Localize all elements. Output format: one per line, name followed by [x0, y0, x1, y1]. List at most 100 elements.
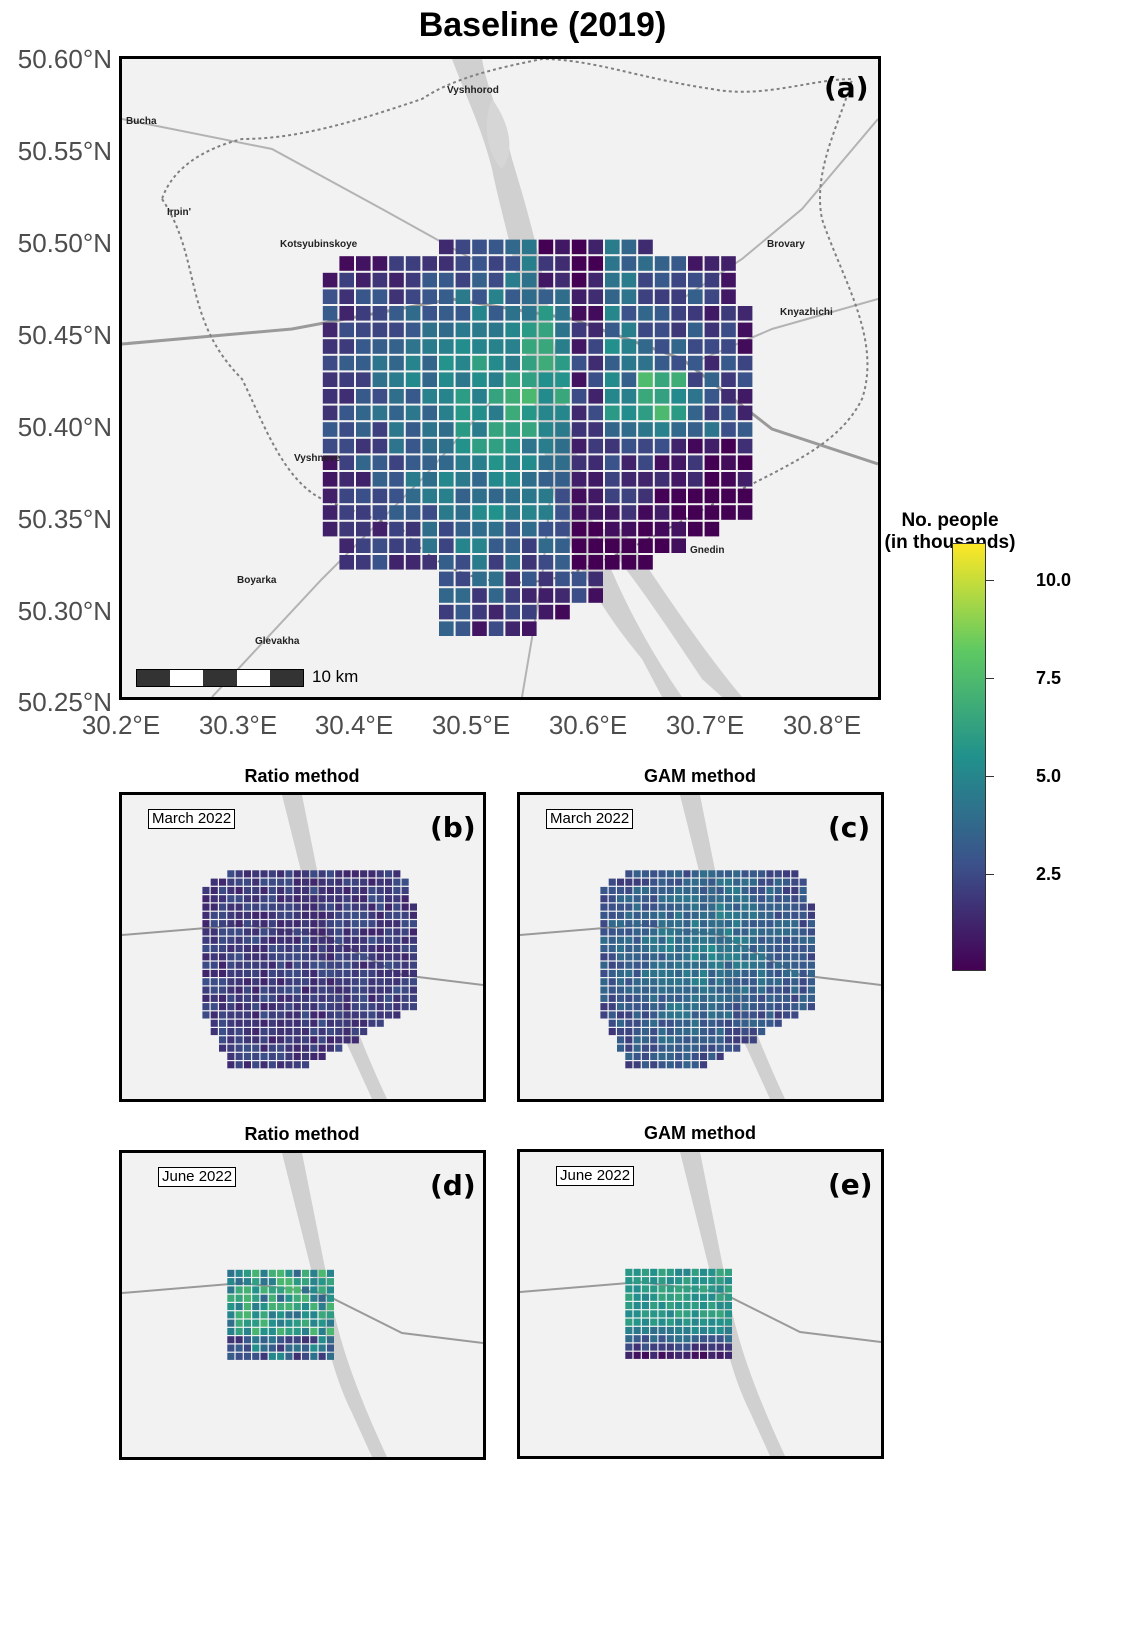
grid-cell	[405, 538, 421, 553]
grid-cell	[654, 306, 670, 321]
grid-cell	[472, 555, 487, 570]
grid-cell	[335, 903, 343, 911]
grid-cell	[716, 961, 724, 969]
grid-cell	[505, 272, 520, 288]
grid-cell	[252, 1052, 260, 1060]
grid-cell	[322, 306, 338, 321]
grid-cell	[235, 1294, 243, 1302]
grid-cell	[708, 870, 716, 878]
grid-cell	[633, 969, 641, 977]
grid-cell	[385, 928, 393, 936]
grid-cell	[455, 389, 471, 404]
grid-cell	[716, 1011, 724, 1019]
grid-cell	[633, 870, 641, 878]
grid-cell	[633, 928, 641, 936]
grid-cell	[700, 1310, 708, 1318]
grid-cell	[658, 911, 666, 919]
grid-cell	[733, 1036, 741, 1044]
grid-cell	[235, 895, 243, 903]
grid-cell	[310, 1019, 318, 1027]
grid-cell	[243, 1303, 251, 1311]
grid-cell	[343, 911, 351, 919]
grid-cell	[638, 239, 653, 255]
grid-cell	[555, 571, 570, 587]
grid-cell	[326, 1269, 334, 1277]
grid-cell	[683, 920, 691, 928]
grid-cell	[360, 1003, 368, 1011]
grid-cell	[538, 306, 554, 321]
grid-cell	[393, 961, 401, 969]
grid-cell	[302, 953, 310, 961]
grid-cell	[666, 1318, 674, 1326]
grid-cell	[666, 1285, 674, 1293]
grid-cell	[741, 1019, 749, 1027]
grid-cell	[741, 886, 749, 894]
grid-cell	[368, 920, 376, 928]
grid-cell	[650, 953, 658, 961]
grid-cell	[700, 928, 708, 936]
grid-cell	[724, 886, 732, 894]
grid-cell	[227, 928, 235, 936]
grid-cell	[376, 920, 384, 928]
grid-cell	[318, 1294, 326, 1302]
main-title: Baseline (2019)	[418, 6, 667, 44]
grid-cell	[339, 422, 354, 437]
grid-cell	[538, 438, 554, 454]
grid-cell	[260, 1028, 268, 1036]
grid-cell	[600, 920, 608, 928]
panel-letter: (d)	[430, 1169, 476, 1202]
grid-cell	[252, 1319, 260, 1327]
grid-cell	[691, 920, 699, 928]
grid-cell	[243, 1061, 251, 1069]
grid-cell	[724, 1351, 732, 1359]
grid-cell	[385, 895, 393, 903]
grid-cell	[688, 422, 703, 437]
grid-cell	[393, 886, 401, 894]
grid-cell	[505, 571, 520, 587]
grid-cell	[708, 1351, 716, 1359]
grid-cell	[641, 1003, 649, 1011]
basemap	[122, 1153, 483, 1457]
grid-cell	[700, 920, 708, 928]
grid-cell	[571, 239, 587, 255]
grid-cell	[766, 928, 774, 936]
grid-cell	[641, 986, 649, 994]
grid-cell	[277, 953, 285, 961]
grid-cell	[783, 903, 791, 911]
grid-cell	[783, 878, 791, 886]
grid-cell	[227, 969, 235, 977]
grid-cell	[638, 555, 653, 570]
panel-letter: (c)	[828, 811, 871, 844]
grid-cell	[389, 306, 404, 321]
grid-cell	[277, 911, 285, 919]
grid-cell	[588, 339, 603, 354]
grid-cell	[302, 920, 310, 928]
grid-cell	[455, 604, 471, 620]
grid-cell	[708, 903, 716, 911]
grid-cell	[675, 1268, 683, 1276]
grid-cell	[339, 272, 354, 288]
grid-cell	[235, 994, 243, 1002]
grid-cell	[318, 1269, 326, 1277]
grid-cell	[666, 1052, 674, 1060]
grid-cell	[641, 1285, 649, 1293]
grid-cell	[555, 405, 570, 421]
grid-cell	[708, 994, 716, 1002]
grid-cell	[724, 1036, 732, 1044]
grid-cell	[372, 422, 388, 437]
grid-cell	[716, 895, 724, 903]
grid-cell	[302, 1303, 310, 1311]
grid-cell	[691, 1302, 699, 1310]
grid-cell	[774, 945, 782, 953]
grid-cell	[351, 986, 359, 994]
grid-cell	[505, 621, 520, 636]
grid-cell	[326, 961, 334, 969]
grid-cell	[691, 936, 699, 944]
grid-cell	[343, 886, 351, 894]
grid-cell	[405, 555, 421, 570]
grid-cell	[326, 1278, 334, 1286]
grid-cell	[641, 1036, 649, 1044]
grid-cell	[691, 1277, 699, 1285]
grid-cell	[268, 1269, 276, 1277]
grid-cell	[621, 538, 637, 553]
